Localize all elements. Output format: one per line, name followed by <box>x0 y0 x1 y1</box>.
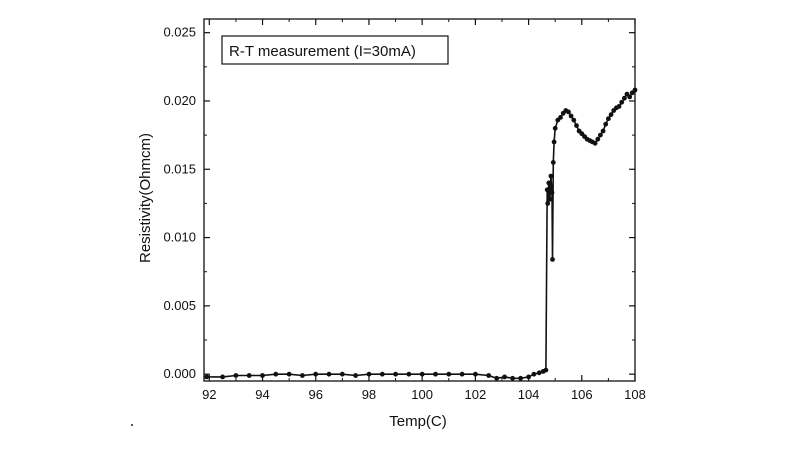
data-point <box>600 128 606 134</box>
data-point <box>233 373 239 378</box>
data-point <box>550 160 556 165</box>
plot-frame <box>203 18 636 382</box>
x-axis-title: Temp(C) <box>389 413 447 430</box>
data-point <box>544 187 550 193</box>
legend-text: R-T measurement (I=30mA) <box>229 43 416 60</box>
data-point <box>558 115 563 120</box>
y-tick-label: 0.010 <box>163 230 196 245</box>
data-point <box>339 371 345 377</box>
data-point <box>353 373 358 378</box>
data-point <box>616 104 622 109</box>
y-tick-label: 0.015 <box>163 161 196 176</box>
data-point <box>627 94 633 100</box>
data-point <box>313 371 319 377</box>
x-tick-label: 94 <box>255 387 269 402</box>
data-point <box>446 371 452 377</box>
data-point <box>574 123 579 128</box>
data-point <box>547 196 553 202</box>
data-point <box>548 173 554 179</box>
data-point <box>366 371 372 377</box>
data-point <box>433 371 438 377</box>
data-point <box>598 132 603 138</box>
data-point <box>551 139 557 145</box>
data-point <box>510 375 515 381</box>
data-point <box>531 371 537 377</box>
data-point <box>204 374 210 380</box>
x-tick-label: 108 <box>624 387 646 402</box>
x-tick-label: 104 <box>518 387 540 402</box>
data-point <box>220 374 226 380</box>
data-point <box>549 190 555 195</box>
data-point <box>473 371 478 377</box>
plot-area <box>204 87 638 381</box>
data-point <box>543 367 549 373</box>
y-axis-title: Resistivity(Ohmcm) <box>137 133 154 263</box>
series-line <box>206 89 636 380</box>
data-point <box>545 201 551 206</box>
x-tick-label: 100 <box>411 387 433 402</box>
data-point <box>379 371 385 377</box>
data-point <box>406 371 412 377</box>
y-tick-label: 0.000 <box>163 366 196 381</box>
y-tick-label: 0.025 <box>163 25 196 40</box>
x-tick-label: 96 <box>309 387 323 402</box>
data-point <box>518 375 523 381</box>
axes: 92 94 96 98 100 102 104 106 108 0.000 0.005 0.010 0.… <box>163 18 646 402</box>
y-tick-label: 0.005 <box>163 298 196 313</box>
data-point <box>286 371 292 377</box>
data-point <box>326 371 332 377</box>
x-tick-label: 98 <box>362 387 376 402</box>
data-point <box>459 371 465 377</box>
data-point <box>536 370 542 376</box>
data-point <box>300 373 305 378</box>
data-point <box>603 121 609 127</box>
data-point <box>546 180 552 186</box>
data-point <box>246 373 252 378</box>
data-point <box>502 374 507 380</box>
data-point <box>273 371 279 377</box>
data-point <box>606 116 611 122</box>
legend: R-T measurement (I=30mA) <box>221 35 449 65</box>
data-point <box>393 371 398 377</box>
data-point <box>592 140 598 146</box>
data-point <box>552 125 558 131</box>
data-point <box>494 375 500 381</box>
data-point <box>566 109 571 115</box>
data-point <box>622 95 627 101</box>
data-point <box>619 99 625 105</box>
footnote-dot: . <box>131 424 133 426</box>
data-point <box>595 136 601 142</box>
data-point <box>419 371 425 377</box>
x-tick-label: 102 <box>465 387 487 402</box>
data-point <box>571 117 577 123</box>
data-point <box>550 257 555 262</box>
x-tick-label: 92 <box>202 387 216 402</box>
x-tick-label: 106 <box>571 387 593 402</box>
data-point <box>608 112 614 117</box>
data-point <box>568 113 574 119</box>
data-point <box>486 373 492 378</box>
legend-box <box>221 35 449 65</box>
y-tick-label: 0.020 <box>163 93 196 108</box>
